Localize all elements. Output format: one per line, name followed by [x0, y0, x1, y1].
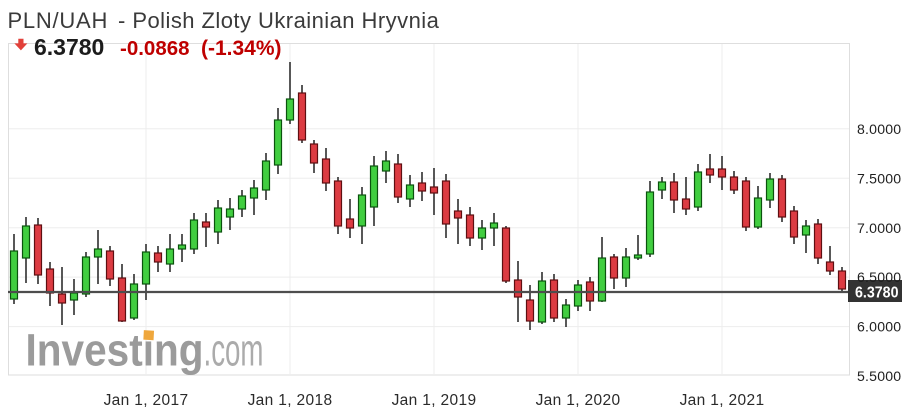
svg-text:(-1.34%): (-1.34%): [201, 37, 282, 60]
svg-text:-0.0868: -0.0868: [120, 37, 190, 60]
svg-text:8.0000: 8.0000: [857, 121, 901, 137]
svg-text:PLN/UAH: PLN/UAH: [8, 8, 109, 33]
svg-text:7.0000: 7.0000: [857, 220, 901, 236]
svg-text:6.3780: 6.3780: [34, 34, 104, 60]
svg-text:Jan 1, 2021: Jan 1, 2021: [680, 392, 765, 409]
svg-text:5.5000: 5.5000: [857, 368, 901, 384]
svg-text:6.0000: 6.0000: [857, 319, 901, 335]
svg-text:Investıng.com: Investıng.com: [26, 325, 264, 376]
svg-text:- Polish Zloty Ukrainian Hryvn: - Polish Zloty Ukrainian Hryvnia: [118, 8, 440, 33]
svg-text:Jan 1, 2019: Jan 1, 2019: [392, 392, 477, 409]
svg-text:6.5000: 6.5000: [857, 269, 901, 285]
svg-text:Jan 1, 2017: Jan 1, 2017: [104, 392, 189, 409]
svg-text:6.3780: 6.3780: [855, 285, 899, 302]
svg-text:7.5000: 7.5000: [857, 170, 901, 186]
svg-text:Jan 1, 2018: Jan 1, 2018: [248, 392, 333, 409]
svg-text:Jan 1, 2020: Jan 1, 2020: [536, 392, 621, 409]
